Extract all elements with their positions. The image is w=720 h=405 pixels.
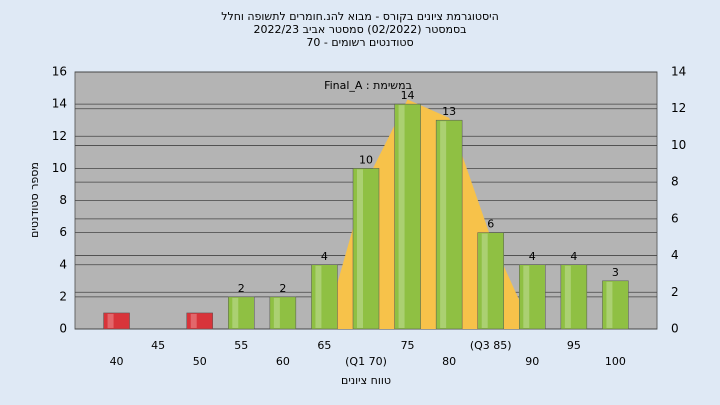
- bar: [602, 280, 629, 330]
- bar-shine: [357, 169, 363, 328]
- value-label: 3: [612, 266, 619, 279]
- y2-tick-label: 14: [671, 65, 686, 79]
- bar: [519, 264, 546, 330]
- chart-subtitle: בסמסטר (02/2022) סמסטר אביב 2022/23: [253, 23, 466, 36]
- x-tick-label: 50: [193, 355, 207, 368]
- annotation: Final_A : במשימת: [324, 79, 412, 92]
- y2-tick-label: 0: [671, 322, 679, 336]
- bar: [560, 264, 588, 330]
- x-tick-label: 60: [276, 355, 290, 368]
- bar: [311, 264, 338, 330]
- bar: [228, 296, 255, 330]
- y2-tick-label: 4: [671, 248, 679, 262]
- bar-shine: [315, 265, 322, 328]
- bar: [477, 232, 504, 330]
- y2-tick-label: 2: [671, 285, 679, 299]
- bar-shine: [564, 265, 571, 328]
- x-tick-label: 65: [317, 339, 331, 352]
- value-label: 13: [442, 105, 456, 118]
- bar-shine: [606, 281, 613, 328]
- chart-subtitle: סטודנטים רשומים - 70: [306, 36, 413, 49]
- y-tick-label: 10: [52, 161, 67, 175]
- y2-tick-label: 10: [671, 138, 686, 152]
- y2-tick-label: 8: [671, 175, 679, 189]
- bar-shine: [273, 297, 280, 328]
- x-tick-label: 80: [442, 355, 456, 368]
- bar-shine: [232, 297, 239, 328]
- x-tick-label: 100: [605, 355, 626, 368]
- bar-shine: [190, 313, 197, 328]
- bar-shine: [523, 265, 530, 328]
- y-axis-title: מספר סטודנטים: [28, 162, 41, 238]
- y-tick-label: 16: [52, 65, 67, 79]
- x-tick-label: (Q1 70): [345, 355, 387, 368]
- x-tick-label: 40: [110, 355, 124, 368]
- bar-shine: [481, 233, 488, 328]
- x-tick-label: 90: [525, 355, 539, 368]
- value-label: 10: [359, 153, 373, 166]
- x-axis-title: טווח ציונים: [341, 374, 391, 387]
- y-tick-label: 4: [59, 257, 67, 271]
- bar: [269, 296, 297, 330]
- value-label: 4: [529, 250, 536, 263]
- bar: [186, 312, 213, 330]
- y2-tick-label: 6: [671, 211, 679, 225]
- bar: [352, 168, 380, 330]
- bar: [103, 312, 130, 330]
- y-tick-label: 2: [59, 289, 67, 303]
- bar-shine: [107, 313, 114, 328]
- y-tick-label: 12: [52, 129, 67, 143]
- value-label: 4: [570, 250, 577, 263]
- x-tick-label: 75: [401, 339, 415, 352]
- x-tick-label: (Q3 85): [470, 339, 512, 352]
- x-tick-label: 95: [567, 339, 581, 352]
- bar: [435, 119, 463, 330]
- bar-shine: [398, 105, 405, 328]
- y-tick-label: 8: [59, 193, 67, 207]
- y-tick-label: 14: [52, 97, 67, 111]
- y2-tick-label: 12: [671, 101, 686, 115]
- y-tick-label: 6: [59, 225, 67, 239]
- bar-shine: [440, 121, 447, 328]
- x-tick-label: 55: [234, 339, 248, 352]
- y-tick-label: 0: [59, 322, 67, 336]
- bar: [394, 103, 421, 330]
- value-label: 2: [279, 282, 286, 295]
- value-label: 14: [401, 89, 415, 102]
- value-label: 4: [321, 250, 328, 263]
- x-tick-label: 45: [151, 339, 165, 352]
- value-label: 6: [487, 218, 494, 231]
- chart-title: היסטוגרמת ציונים בקורס - מבוא להנ.חומרים…: [221, 10, 499, 23]
- value-label: 2: [238, 282, 245, 295]
